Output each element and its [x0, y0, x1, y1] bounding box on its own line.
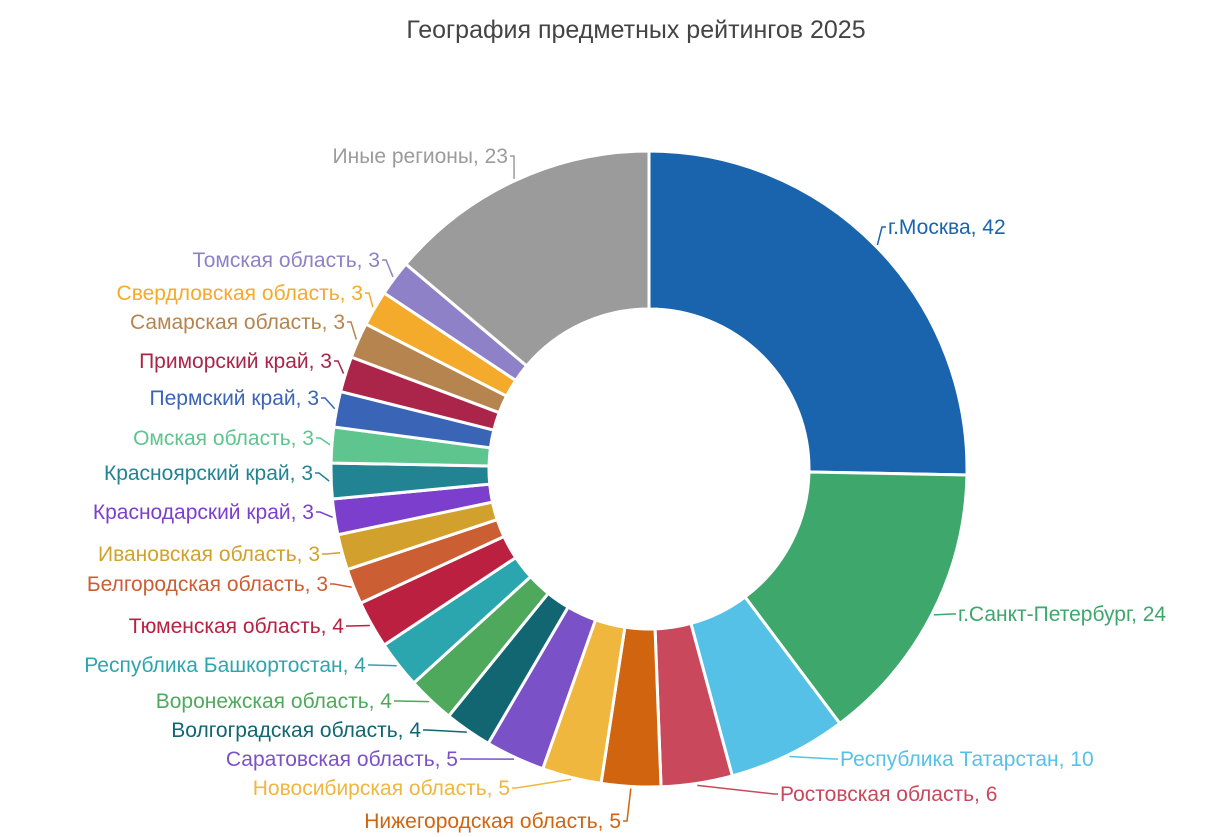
- slice-labels-group: г.Москва, 42 г.Санкт-Петербург, 24 Республ…: [84, 145, 1166, 833]
- leader-line-омская-область: [316, 437, 331, 446]
- leader-line-красноярский-край: [315, 472, 330, 482]
- slice-label-республика-башкортостан: Республика Башкортостан, 4: [84, 654, 366, 677]
- leader-line-белгородская-область: [330, 583, 352, 588]
- slice-label-самарская-область: Самарская область, 3: [130, 311, 345, 334]
- leader-line-томская-область: [382, 259, 394, 278]
- leader-line-самарская-область: [347, 321, 358, 340]
- leader-lines-group: [315, 155, 956, 822]
- slice-label-г-санкт-петербург: г.Санкт-Петербург, 24: [958, 603, 1166, 626]
- leader-line-республика-татарстан: [789, 755, 838, 760]
- slice-г-санкт-петербург: [742, 470, 969, 726]
- leader-line-иные-регионы: [510, 155, 515, 179]
- slice-label-приморский-край: Приморский край, 3: [139, 350, 332, 373]
- slice-label-г-москва: г.Москва, 42: [888, 216, 1006, 239]
- slice-г-москва: [647, 149, 969, 477]
- leader-line-г-москва: [876, 226, 886, 246]
- leader-line-ивановская-область: [322, 552, 341, 555]
- slices-group: [329, 149, 969, 789]
- slice-label-волгоградская-область: Волгоградская область, 4: [171, 719, 421, 742]
- slice-label-краснодарский-край: Краснодарский край, 3: [93, 501, 314, 524]
- chart-title: География предметных рейтингов 2025: [406, 16, 865, 44]
- leader-line-республика-башкортостан: [368, 664, 397, 667]
- slice-label-красноярский-край: Красноярский край, 3: [104, 462, 313, 485]
- slice-label-свердловская-область: Свердловская область, 3: [117, 282, 363, 305]
- slice-label-нижегородская-область: Нижегородская область, 5: [364, 810, 621, 833]
- leader-line-нижегородская-область: [623, 788, 632, 822]
- leader-line-новосибирская-область: [512, 778, 572, 789]
- leader-line-пермский-край: [321, 397, 336, 410]
- leader-line-приморский-край: [334, 360, 345, 374]
- slice-label-томская-область: Томская область, 3: [193, 249, 380, 272]
- leader-line-краснодарский-край: [316, 511, 333, 518]
- leader-line-ростовская-область: [697, 784, 778, 795]
- slice-label-новосибирская-область: Новосибирская область, 5: [253, 777, 510, 800]
- slice-иные-регионы: [403, 149, 651, 369]
- slice-label-республика-татарстан: Республика Татарстан, 10: [840, 748, 1094, 771]
- slice-label-омская-область: Омская область, 3: [133, 427, 314, 450]
- slice-label-тюменская-область: Тюменская область, 4: [129, 615, 345, 638]
- leader-line-волгоградская-область: [423, 729, 467, 733]
- slice-label-белгородская-область: Белгородская область, 3: [87, 573, 328, 596]
- slice-label-пермский-край: Пермский край, 3: [150, 387, 320, 410]
- leader-line-г-санкт-петербург: [933, 613, 956, 616]
- slice-label-иные-регионы: Иные регионы, 23: [333, 145, 508, 168]
- leader-line-воронежская-область: [394, 700, 430, 703]
- leader-line-свердловская-область: [365, 292, 374, 308]
- slice-label-ростовская-область: Ростовская область, 6: [780, 783, 997, 806]
- slice-label-воронежская-область: Воронежская область, 4: [156, 690, 393, 713]
- slice-label-саратовская-область: Саратовская область, 5: [226, 748, 458, 771]
- leader-line-тюменская-область: [346, 624, 370, 627]
- slice-label-ивановская-область: Ивановская область, 3: [98, 543, 320, 566]
